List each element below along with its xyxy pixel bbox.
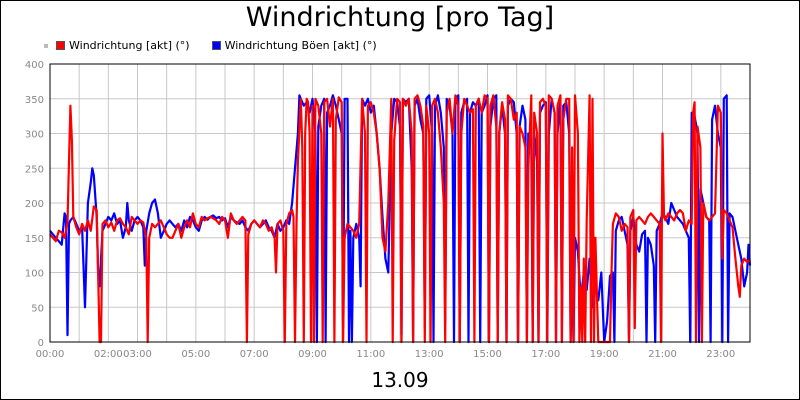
x-tick-label-10: 19:00 [590,349,619,360]
series-line-1 [49,94,751,344]
y-tick-label-2: 100 [25,269,44,280]
y-tick-label-7: 350 [25,95,44,106]
legend: Windrichtung [akt] (°) Windrichtung Böen… [44,39,399,52]
x-tick-label-4: 07:00 [240,349,269,360]
series-lines [49,94,752,344]
x-tick-label-3: 05:00 [181,349,210,360]
x-tick-label-8: 15:00 [473,349,502,360]
x-tick-label-11: 21:00 [648,349,677,360]
y-tick-label-8: 400 [25,60,44,71]
y-tick-label-6: 300 [25,130,44,141]
y-tick-label-4: 200 [25,199,44,210]
x-tick-label-5: 09:00 [298,349,327,360]
x-tick-labels: 00:00 02:00 03:00 05:00 07:00 09:00 11:00 13:00… [36,349,736,360]
x-tick-label-2: 03:00 [123,349,152,360]
plot-border [49,63,751,343]
x-tick-label-6: 11:00 [356,349,385,360]
legend-label-1: Windrichtung [akt] (°) [69,39,190,52]
x-tick-label-7: 13:00 [415,349,444,360]
chart-title: Windrichtung [pro Tag] [245,2,555,33]
y-tick-label-5: 250 [25,164,44,175]
x-tick-label-0: 00:00 [36,349,65,360]
x-axis-label: 13.09 [371,368,429,392]
x-tick-label-12: 23:00 [706,349,735,360]
legend-item-1: Windrichtung [akt] (°) [56,39,190,52]
legend-swatch-1 [56,41,65,50]
legend-swatch-2 [211,41,221,50]
y-tick-labels: 0 50 100 150 200 250 300 350 400 [25,60,44,349]
x-tick-label-9: 17:00 [531,349,560,360]
legend-label-2: Windrichtung Böen [akt] (°) [224,39,377,52]
y-tick-label-3: 150 [25,234,44,245]
y-tick-label-1: 50 [31,303,44,314]
x-tick-label-1: 02:00 [94,349,123,360]
legend-marker-dot [44,43,48,48]
legend-item-2: Windrichtung Böen [akt] (°) [211,39,377,52]
y-tick-label-0: 0 [38,338,44,349]
